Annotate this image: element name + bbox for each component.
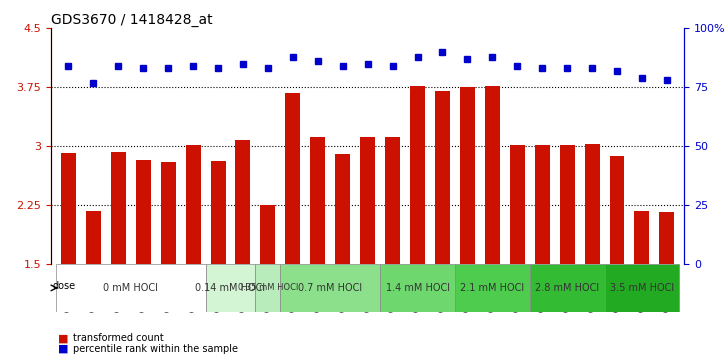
FancyBboxPatch shape [205,264,256,312]
Text: GDS3670 / 1418428_at: GDS3670 / 1418428_at [51,13,213,27]
Bar [385,137,400,264]
Bar [210,161,226,264]
Text: percentile rank within the sample: percentile rank within the sample [73,344,238,354]
Bar [609,156,625,264]
Bar [111,152,126,264]
Text: 0 mM HOCl: 0 mM HOCl [103,283,158,293]
Bar [460,86,475,264]
Bar [135,160,151,264]
Bar [660,212,674,264]
Bar [510,145,525,264]
Bar [485,86,500,264]
Bar [261,205,275,264]
Text: transformed count: transformed count [73,333,164,343]
Bar [634,211,649,264]
Bar [560,145,574,264]
Bar [435,91,450,264]
FancyBboxPatch shape [256,264,280,312]
Bar [161,162,175,264]
FancyBboxPatch shape [455,264,530,312]
Bar [360,137,375,264]
Text: ■: ■ [58,344,68,354]
FancyBboxPatch shape [530,264,604,312]
Text: dose: dose [52,281,75,291]
Text: 2.8 mM HOCl: 2.8 mM HOCl [535,283,599,293]
Text: 3.5 mM HOCl: 3.5 mM HOCl [610,283,674,293]
Text: 0.7 mM HOCl: 0.7 mM HOCl [298,283,363,293]
Bar [410,86,425,264]
Text: 0.14 mM HOCl: 0.14 mM HOCl [195,283,266,293]
Text: 0.35 mM HOCl: 0.35 mM HOCl [238,284,298,292]
Bar [235,140,250,264]
Bar [585,144,600,264]
Bar [61,153,76,264]
Bar [285,93,301,264]
Bar [186,145,201,264]
Bar [86,211,101,264]
FancyBboxPatch shape [604,264,679,312]
FancyBboxPatch shape [380,264,455,312]
FancyBboxPatch shape [280,264,380,312]
Text: 1.4 mM HOCl: 1.4 mM HOCl [386,283,449,293]
Bar [534,145,550,264]
Bar [335,154,350,264]
Text: 2.1 mM HOCl: 2.1 mM HOCl [460,283,524,293]
Text: ■: ■ [58,333,68,343]
Bar [310,137,325,264]
FancyBboxPatch shape [56,264,205,312]
